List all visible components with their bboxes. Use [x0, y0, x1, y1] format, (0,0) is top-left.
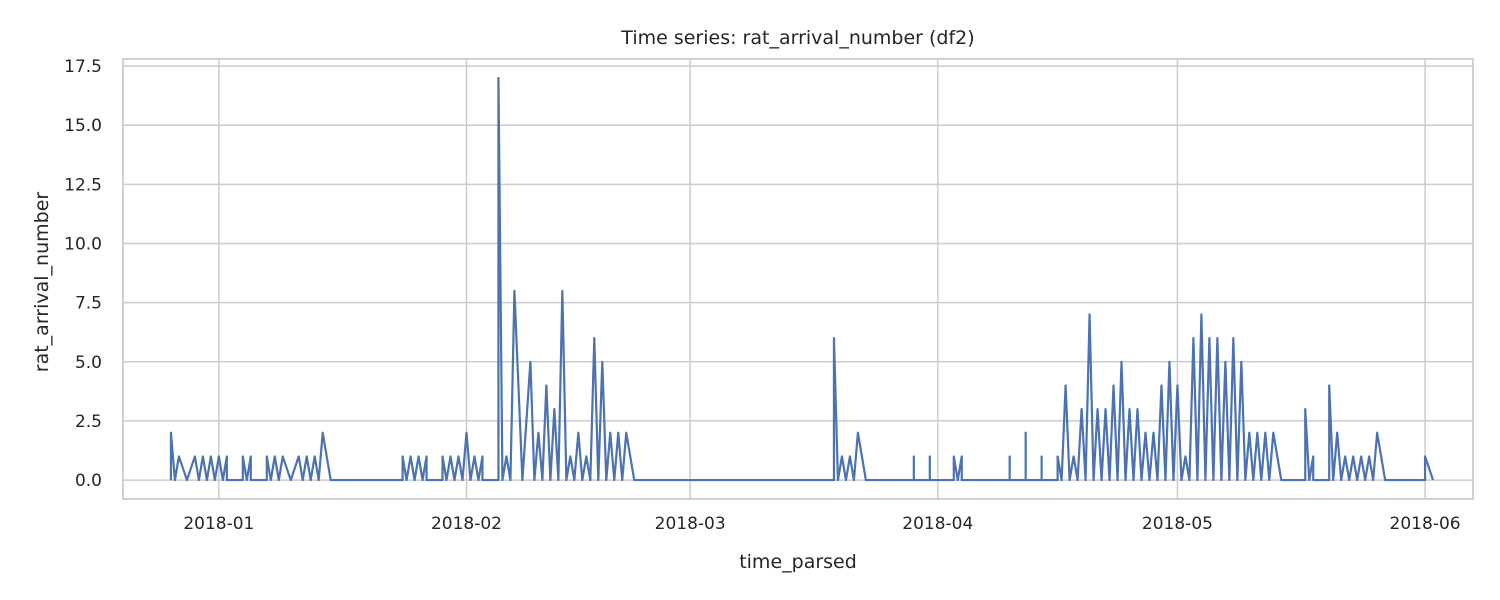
y-tick-label-2: 5.0 [75, 353, 102, 373]
y-tick-label-1: 2.5 [75, 412, 102, 432]
plot-frame [122, 58, 1474, 500]
grid [123, 59, 1473, 499]
x-tick-label-0: 2018-01 [183, 514, 254, 534]
y-tick-label-4: 10.0 [64, 235, 102, 255]
x-tick-label-1: 2018-02 [431, 514, 502, 534]
chart-title: Time series: rat_arrival_number (df2) [620, 27, 974, 49]
y-tick-label-0: 0.0 [75, 471, 102, 491]
series-layer [169, 76, 1435, 482]
y-tick-label-5: 12.5 [64, 175, 102, 195]
x-axis-label: time_parsed [739, 551, 857, 573]
y-axis-label: rat_arrival_number [31, 192, 53, 373]
x-tick-label-3: 2018-04 [902, 514, 973, 534]
x-tick-label-2: 2018-03 [655, 514, 726, 534]
x-tick-label-4: 2018-05 [1142, 514, 1213, 534]
y-axis-ticks: 0.0 2.5 5.0 7.5 10.0 12.5 15.0 17.5 [64, 57, 102, 491]
series-line-0 [169, 76, 1435, 482]
y-tick-label-6: 15.0 [64, 116, 102, 136]
x-tick-label-5: 2018-06 [1390, 514, 1461, 534]
y-tick-label-7: 17.5 [64, 57, 102, 77]
x-axis-ticks: 2018-01 2018-02 2018-03 2018-04 2018-05 2018-… [183, 514, 1460, 534]
y-tick-label-3: 7.5 [75, 294, 102, 314]
